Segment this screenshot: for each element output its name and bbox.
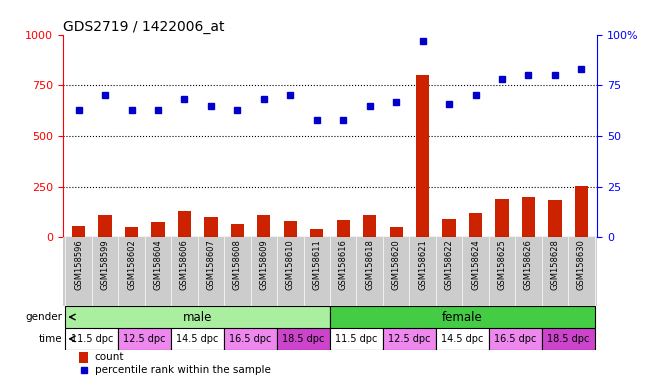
Bar xyxy=(125,227,138,237)
Text: 14.5 dpc: 14.5 dpc xyxy=(441,334,484,344)
Text: percentile rank within the sample: percentile rank within the sample xyxy=(95,366,271,376)
Text: 12.5 dpc: 12.5 dpc xyxy=(388,334,430,344)
Bar xyxy=(178,211,191,237)
Bar xyxy=(575,186,588,237)
Bar xyxy=(522,197,535,237)
Text: GSM158609: GSM158609 xyxy=(259,240,269,290)
Bar xyxy=(257,215,271,237)
Bar xyxy=(542,328,595,350)
Text: GSM158604: GSM158604 xyxy=(154,240,162,290)
Text: 11.5 dpc: 11.5 dpc xyxy=(335,334,378,344)
Text: GSM158621: GSM158621 xyxy=(418,240,427,290)
Bar xyxy=(118,328,171,350)
Text: GSM158607: GSM158607 xyxy=(207,240,215,290)
Text: GSM158599: GSM158599 xyxy=(100,240,110,290)
Text: gender: gender xyxy=(25,312,62,322)
Text: 18.5 dpc: 18.5 dpc xyxy=(547,334,589,344)
Text: 18.5 dpc: 18.5 dpc xyxy=(282,334,325,344)
Bar xyxy=(171,328,224,350)
Bar xyxy=(65,328,118,350)
Text: GSM158624: GSM158624 xyxy=(471,240,480,290)
Bar xyxy=(79,353,88,362)
Bar xyxy=(337,220,350,237)
Text: time: time xyxy=(38,334,62,344)
Bar xyxy=(489,328,542,350)
Text: 12.5 dpc: 12.5 dpc xyxy=(123,334,166,344)
Bar xyxy=(98,215,112,237)
Text: GSM158608: GSM158608 xyxy=(233,240,242,290)
Text: GSM158606: GSM158606 xyxy=(180,240,189,290)
Bar xyxy=(442,219,455,237)
Bar xyxy=(330,306,595,328)
Text: GSM158622: GSM158622 xyxy=(445,240,453,290)
Bar xyxy=(205,217,218,237)
Bar xyxy=(363,215,376,237)
Bar xyxy=(548,200,562,237)
Text: GSM158626: GSM158626 xyxy=(524,240,533,290)
Text: 16.5 dpc: 16.5 dpc xyxy=(494,334,537,344)
Bar xyxy=(65,306,330,328)
Text: female: female xyxy=(442,311,482,323)
Text: count: count xyxy=(95,352,124,362)
Text: GSM158630: GSM158630 xyxy=(577,240,586,290)
Bar xyxy=(416,75,429,237)
Text: GSM158628: GSM158628 xyxy=(550,240,560,290)
Bar xyxy=(231,224,244,237)
Text: 11.5 dpc: 11.5 dpc xyxy=(71,334,113,344)
Bar xyxy=(277,328,330,350)
Text: GSM158620: GSM158620 xyxy=(391,240,401,290)
Text: 14.5 dpc: 14.5 dpc xyxy=(176,334,219,344)
Text: GSM158596: GSM158596 xyxy=(74,240,83,290)
Text: GSM158616: GSM158616 xyxy=(339,240,348,290)
Text: GSM158618: GSM158618 xyxy=(365,240,374,290)
Bar xyxy=(383,328,436,350)
Bar xyxy=(469,213,482,237)
Bar xyxy=(496,199,509,237)
Bar xyxy=(224,328,277,350)
Text: GSM158625: GSM158625 xyxy=(498,240,506,290)
Bar xyxy=(72,226,85,237)
Bar xyxy=(151,222,164,237)
Bar xyxy=(284,221,297,237)
Bar xyxy=(389,227,403,237)
Text: GSM158610: GSM158610 xyxy=(286,240,295,290)
Text: 16.5 dpc: 16.5 dpc xyxy=(230,334,272,344)
Text: GSM158611: GSM158611 xyxy=(312,240,321,290)
Text: GDS2719 / 1422006_at: GDS2719 / 1422006_at xyxy=(63,20,224,33)
Bar xyxy=(436,328,489,350)
Text: male: male xyxy=(183,311,213,323)
Bar xyxy=(310,229,323,237)
Bar xyxy=(330,328,383,350)
Text: GSM158602: GSM158602 xyxy=(127,240,136,290)
